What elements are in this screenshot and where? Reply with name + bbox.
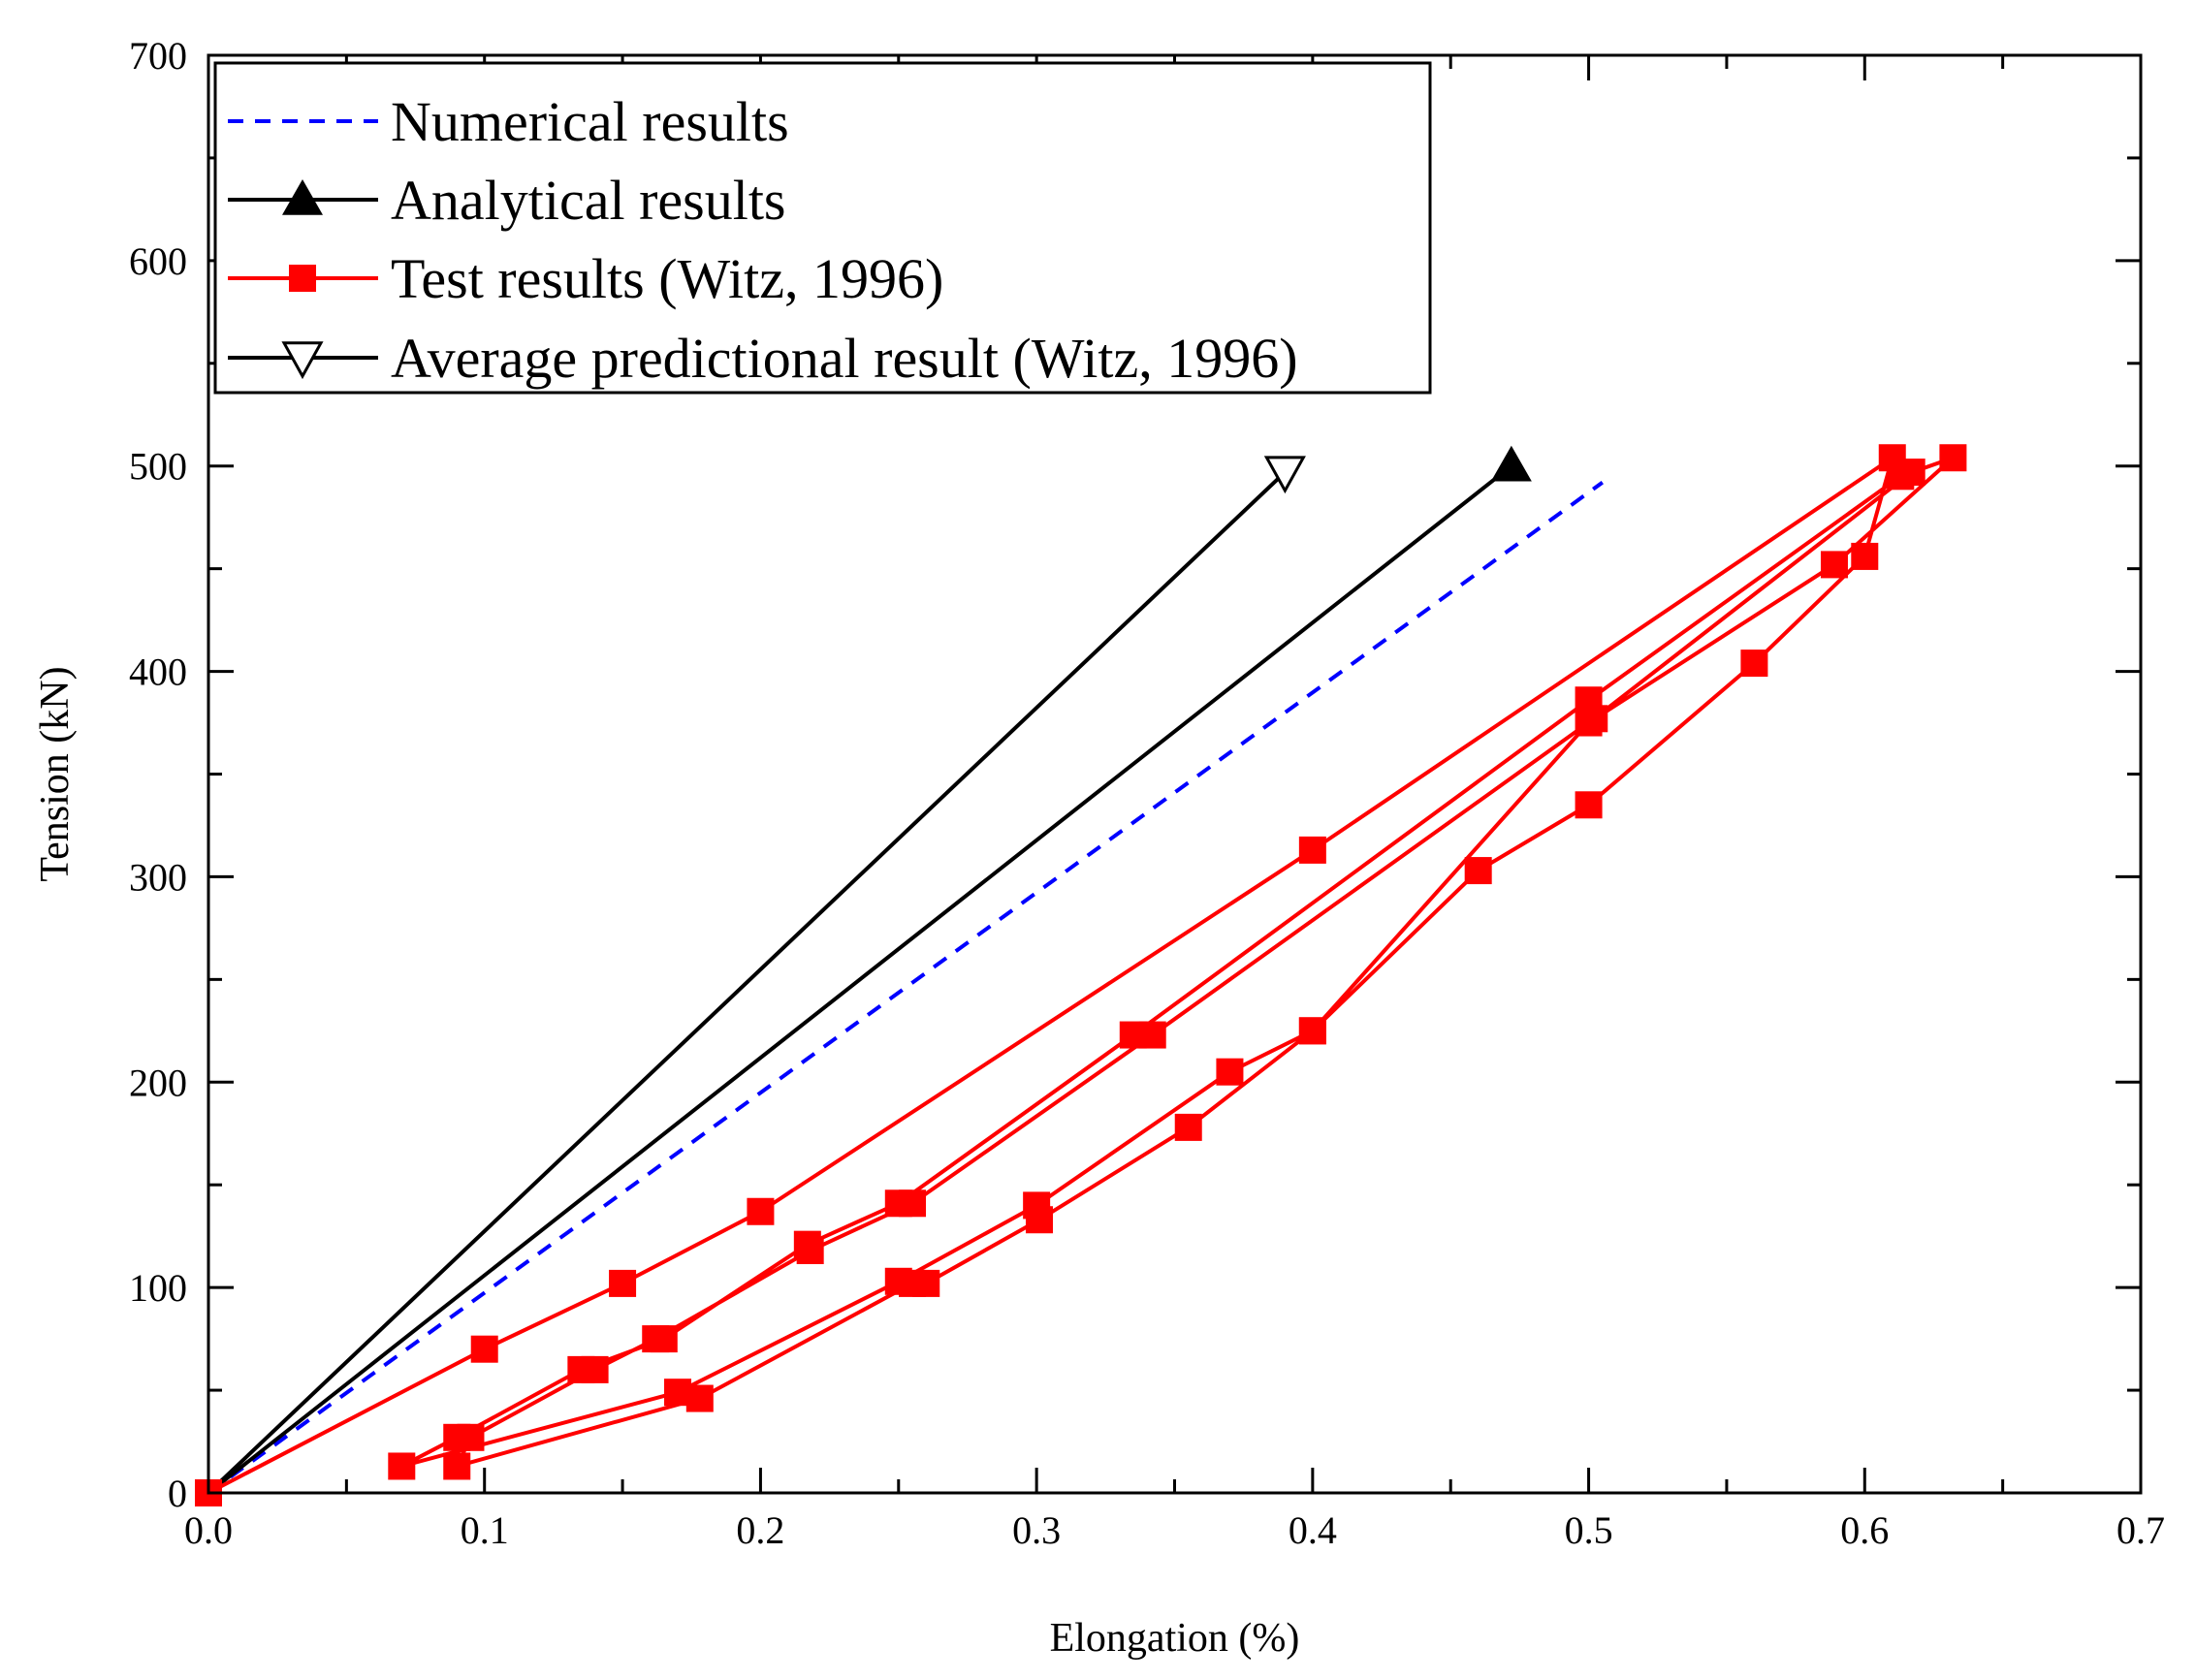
series-point-2 bbox=[899, 1269, 927, 1297]
series-point-2 bbox=[470, 1335, 498, 1363]
y-tick-label: 100 bbox=[129, 1266, 187, 1310]
x-tick-label: 0.4 bbox=[1289, 1508, 1337, 1552]
legend-swatch-marker bbox=[281, 341, 324, 380]
y-tick-label: 200 bbox=[129, 1061, 187, 1104]
series-point-2 bbox=[443, 1452, 471, 1480]
series-point-2 bbox=[1820, 551, 1848, 579]
x-axis-title: Elongation (%) bbox=[1050, 1616, 1300, 1661]
series-point-2 bbox=[899, 1189, 927, 1218]
legend: Numerical results Analytical results Test … bbox=[213, 61, 1432, 395]
y-tick-label: 600 bbox=[129, 239, 187, 283]
legend-box bbox=[213, 61, 1432, 395]
legend-label: Analytical results bbox=[391, 169, 786, 232]
y-tick-label: 0 bbox=[168, 1472, 187, 1515]
y-axis-title: Tension (kN) bbox=[33, 666, 78, 881]
x-tick-label: 0.3 bbox=[1012, 1508, 1061, 1552]
series-point-2 bbox=[1740, 650, 1768, 678]
series-line-0 bbox=[207, 481, 1604, 1495]
x-tick-label: 0.7 bbox=[2116, 1508, 2165, 1552]
series-point-2 bbox=[1138, 1021, 1166, 1049]
series-line-3 bbox=[207, 470, 1287, 1495]
series-point-2 bbox=[747, 1197, 775, 1225]
series-line-2 bbox=[207, 456, 1956, 1495]
legend-swatch-marker bbox=[289, 265, 316, 292]
y-tick-label: 700 bbox=[129, 34, 187, 78]
series-point-2 bbox=[1464, 857, 1492, 885]
series-point-2 bbox=[388, 1452, 416, 1480]
legend-swatch-marker bbox=[282, 179, 323, 215]
legend-label: Numerical results bbox=[391, 90, 789, 153]
series-point-2 bbox=[1580, 705, 1608, 733]
series-point-2 bbox=[1939, 444, 1967, 472]
series-point-2 bbox=[457, 1423, 485, 1451]
series-point-2 bbox=[581, 1355, 609, 1383]
legend-label: Average predictional result (Witz, 1996) bbox=[391, 327, 1298, 390]
series-line-1 bbox=[207, 464, 1513, 1495]
series-point-2 bbox=[1298, 1017, 1326, 1045]
series-point-2 bbox=[642, 1325, 670, 1353]
series-point-2 bbox=[1216, 1058, 1244, 1086]
x-tick-label: 0.0 bbox=[184, 1508, 233, 1552]
series-point-2 bbox=[1897, 459, 1925, 487]
series-point-2 bbox=[1174, 1113, 1202, 1141]
x-tick-label: 0.1 bbox=[461, 1508, 509, 1552]
y-tick-label: 500 bbox=[129, 445, 187, 489]
axis-ticks bbox=[207, 53, 2143, 1495]
legend-entries: Numerical results Analytical results Test … bbox=[228, 90, 1298, 390]
legend-label: Test results (Witz, 1996) bbox=[391, 247, 943, 310]
series-point-2 bbox=[1851, 542, 1879, 570]
plot-lines bbox=[207, 456, 1956, 1495]
series-point-1 bbox=[1490, 445, 1532, 482]
y-tick-label: 300 bbox=[129, 855, 187, 899]
x-tick-label: 0.2 bbox=[736, 1508, 784, 1552]
series-point-2 bbox=[796, 1237, 824, 1265]
y-tick-label: 400 bbox=[129, 650, 187, 694]
x-tick-labels: 0.0 0.1 0.2 0.3 0.4 0.5 0.6 0.7 bbox=[184, 1508, 2165, 1552]
x-tick-label: 0.5 bbox=[1565, 1508, 1613, 1552]
series-point-3 bbox=[1263, 456, 1306, 494]
plot-markers bbox=[195, 444, 1967, 1506]
series-point-2 bbox=[609, 1269, 637, 1297]
series-point-2 bbox=[1575, 791, 1603, 819]
series-point-2 bbox=[685, 1384, 714, 1412]
series-point-2 bbox=[1025, 1206, 1053, 1234]
series-point-2 bbox=[1298, 836, 1326, 864]
y-tick-labels: 0 100 200 300 400 500 600 700 bbox=[129, 34, 187, 1515]
x-tick-label: 0.6 bbox=[1840, 1508, 1889, 1552]
